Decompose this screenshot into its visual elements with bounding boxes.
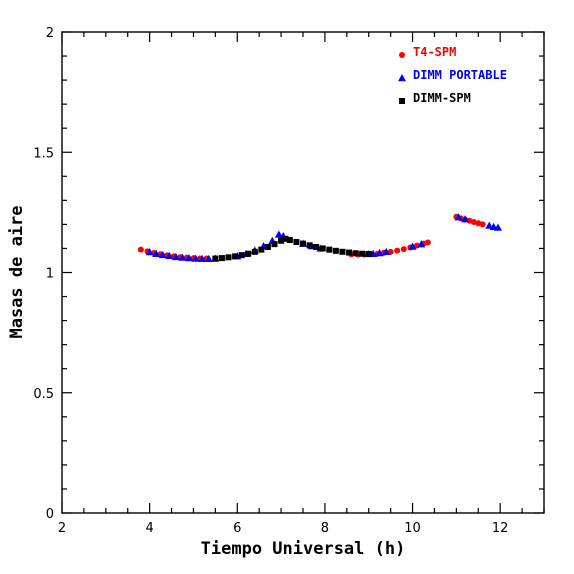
tick-labels: 2 4 6 8 10 12 0 0.5 1 1.5 2	[33, 26, 508, 536]
data-point	[282, 235, 289, 242]
data-point	[198, 254, 207, 262]
data-point	[306, 242, 313, 249]
data-point	[185, 254, 194, 262]
data-point	[278, 237, 285, 244]
data-point	[158, 250, 167, 259]
data-point	[479, 221, 486, 228]
data-point	[286, 237, 293, 244]
x-tick-label: 2	[58, 521, 66, 536]
x-tick-label: 6	[233, 521, 241, 536]
data-point	[454, 213, 463, 221]
legend-label: DIMM-SPM	[413, 91, 471, 105]
series-dimm-spm	[212, 235, 372, 262]
data-point	[191, 254, 200, 262]
data-point	[271, 241, 278, 248]
legend-label: T4-SPM	[413, 45, 456, 59]
data-point	[145, 248, 154, 256]
data-point	[204, 254, 213, 262]
data-point	[264, 244, 271, 251]
x-axis-title: Tiempo Universal (h)	[201, 539, 406, 559]
data-point	[225, 254, 232, 261]
data-point	[352, 250, 359, 257]
data-point	[365, 250, 372, 257]
data-point	[165, 251, 174, 260]
data-point	[346, 249, 353, 256]
data-point	[238, 252, 245, 259]
data-point	[212, 255, 219, 262]
data-point	[313, 244, 320, 251]
y-axis-title: Masas de aire	[7, 205, 27, 338]
data-point	[332, 247, 339, 254]
data-point	[245, 250, 252, 257]
legend: T4-SPM DIMM PORTABLE DIMM-SPM	[398, 45, 507, 105]
data-point	[461, 215, 470, 223]
data-point	[408, 242, 417, 250]
data-point	[293, 238, 300, 245]
data-point	[375, 249, 384, 257]
data-point	[359, 250, 366, 257]
y-tick-label: 1.5	[33, 146, 54, 161]
y-tick-label: 0	[46, 507, 54, 522]
data-point	[232, 253, 239, 260]
data-point	[394, 247, 401, 254]
y-tick-label: 2	[46, 26, 54, 41]
y-tick-label: 0.5	[33, 387, 54, 402]
data-point	[339, 248, 346, 255]
data-point	[171, 252, 180, 261]
data-marks	[137, 213, 502, 262]
data-point	[152, 249, 161, 257]
data-point	[326, 246, 333, 253]
data-point	[178, 253, 187, 261]
data-point	[485, 221, 494, 229]
data-point	[400, 246, 407, 253]
data-point	[300, 240, 306, 247]
plot-frame	[61, 31, 545, 514]
data-point	[251, 248, 258, 255]
legend-marker	[399, 52, 405, 58]
data-point	[319, 245, 326, 252]
x-tick-label: 10	[404, 521, 421, 536]
data-point	[424, 239, 431, 246]
legend-marker	[399, 98, 405, 104]
data-point	[493, 223, 502, 231]
x-tick-label: 4	[145, 521, 153, 536]
data-point	[258, 246, 265, 253]
data-point	[417, 240, 426, 248]
legend-marker	[398, 74, 406, 82]
x-tick-label: 12	[492, 521, 509, 536]
y-tick-label: 1	[46, 267, 54, 282]
data-point	[137, 246, 144, 253]
x-tick-label: 8	[321, 521, 329, 536]
data-point	[218, 255, 225, 262]
data-point	[382, 247, 391, 256]
legend-label: DIMM PORTABLE	[413, 68, 507, 82]
data-point	[274, 230, 283, 238]
